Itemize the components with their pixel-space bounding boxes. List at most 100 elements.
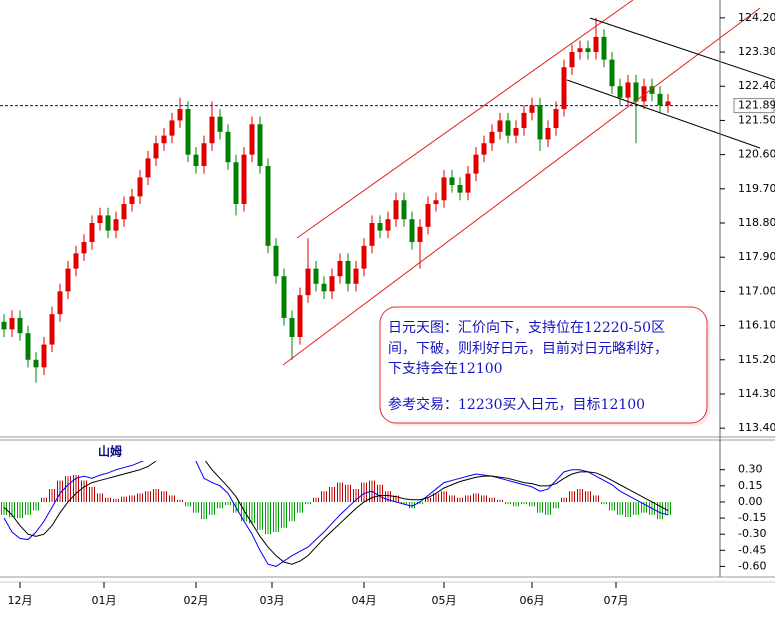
candle-body: [1, 321, 7, 330]
candle-body: [33, 359, 39, 368]
y-tick-label: 114.30: [738, 387, 775, 400]
macd-line: [3, 460, 157, 537]
candle-body: [313, 268, 319, 284]
candle-body: [633, 82, 639, 102]
y-tick-label: 123.30: [738, 45, 775, 58]
candle-body: [265, 166, 271, 246]
candle-body: [49, 314, 55, 345]
candle-body: [377, 223, 383, 231]
channel-line: [589, 17, 775, 81]
annotation-text: 参考交易：12230买入日元，目标12100: [388, 396, 645, 413]
candle-body: [57, 291, 63, 315]
y-tick-label: 115.20: [738, 353, 775, 366]
candle-body: [201, 143, 207, 167]
candle-body: [657, 93, 663, 106]
y-tick-label: -0.30: [738, 527, 766, 540]
y-tick-label: 113.40: [738, 421, 775, 434]
x-tick-label: 04月: [352, 594, 377, 607]
y-tick-label: -0.15: [738, 511, 766, 524]
price-panel: [0, 17, 720, 383]
candle-body: [177, 109, 183, 121]
x-tick-label: 12月: [8, 594, 33, 607]
y-tick-label: 120.60: [738, 148, 775, 161]
x-tick-label: 07月: [604, 594, 629, 607]
candle-body: [121, 204, 127, 220]
candle-body: [353, 268, 359, 284]
y-tick-label: 0.30: [738, 463, 763, 476]
y-tick-label: 116.10: [738, 319, 775, 332]
trend-channels: [282, 0, 775, 366]
last-price-box: [733, 98, 775, 114]
candle-body: [441, 177, 447, 201]
y-tick-label: 119.70: [738, 182, 775, 195]
candle-body: [449, 177, 455, 186]
candle-body: [505, 120, 511, 136]
last-price-label: 121.89: [738, 99, 775, 112]
y-tick-label: 0.15: [738, 479, 763, 492]
candle-body: [345, 261, 351, 284]
candle-body: [513, 128, 519, 136]
candle-body: [225, 131, 231, 163]
candle-body: [233, 162, 239, 205]
candle-body: [73, 253, 79, 269]
candle-body: [105, 215, 111, 231]
candle-body: [417, 226, 423, 243]
candle-body: [145, 158, 151, 178]
channel-line: [296, 0, 634, 239]
y-tick-label: 117.90: [738, 250, 775, 263]
candle-body: [257, 124, 263, 167]
candle-body: [489, 131, 495, 144]
candle-body: [457, 185, 463, 193]
candle-body: [481, 143, 487, 155]
candle-body: [625, 82, 631, 98]
candle-body: [641, 86, 647, 102]
candle-body: [321, 283, 327, 292]
candle-body: [129, 196, 135, 205]
candle-body: [537, 105, 543, 140]
candle-body: [89, 223, 95, 243]
candle-body: [577, 48, 583, 53]
candle-body: [273, 245, 279, 277]
candle-body: [529, 105, 535, 113]
y-tick-label: 117.00: [738, 284, 775, 297]
candle-body: [289, 317, 295, 337]
macd-panel: [1, 441, 671, 567]
annotation-frame: [379, 306, 708, 424]
candle-body: [297, 295, 303, 337]
annotation-text: 日元天图：汇价向下，支持位在12220-50区: [388, 320, 665, 336]
candle-body: [185, 109, 191, 155]
candle-body: [329, 276, 335, 292]
macd-line: [187, 445, 669, 565]
annotation-box: 日元天图：汇价向下，支持位在12220-50区 间，下破，则利好日元，目前对日元…: [379, 306, 710, 426]
channel-line: [566, 79, 761, 149]
candle-body: [281, 276, 287, 318]
x-tick-label: 03月: [260, 594, 285, 607]
candle-body: [249, 124, 255, 155]
candle-body: [649, 86, 655, 94]
candle-body: [665, 101, 671, 106]
macd-line: [3, 453, 157, 541]
y-tick-label: 124.20: [738, 11, 775, 24]
candle-body: [401, 200, 407, 220]
candle-body: [385, 219, 391, 231]
candle-body: [393, 200, 399, 220]
candle-body: [209, 116, 215, 144]
candle-body: [41, 344, 47, 368]
candle-body: [409, 219, 415, 243]
candle-body: [217, 116, 223, 132]
candle-body: [113, 219, 119, 231]
candle-body: [161, 135, 167, 144]
candle-body: [65, 268, 71, 292]
candle-body: [569, 52, 575, 68]
candle-body: [305, 268, 311, 296]
candle-body: [497, 120, 503, 132]
candle-body: [153, 143, 159, 159]
candle-body: [17, 317, 23, 334]
candle-body: [601, 36, 607, 60]
label-box: [30, 441, 335, 461]
annotation-text: 下支持会在12100: [388, 361, 503, 377]
candle-body: [137, 177, 143, 197]
x-tick-label: 05月: [432, 594, 457, 607]
candle-body: [433, 200, 439, 205]
